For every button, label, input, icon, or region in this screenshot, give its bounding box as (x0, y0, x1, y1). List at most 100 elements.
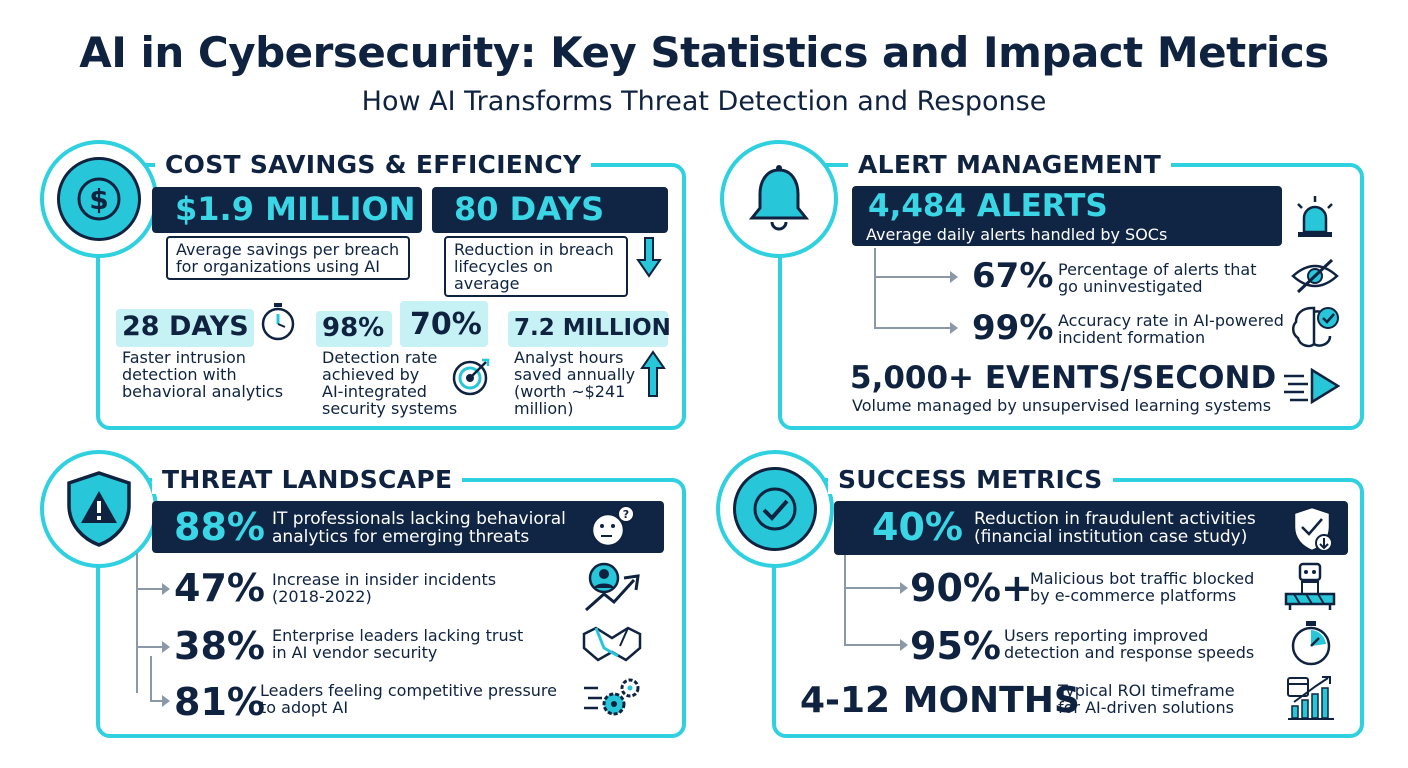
analyst-hours-desc: Analyst hours saved annually (worth ~$24… (514, 349, 635, 417)
desc-line: Faster intrusion (122, 348, 246, 367)
desc-line: go uninvestigated (1058, 277, 1203, 296)
threat-branch (150, 695, 170, 707)
page-title: AI in Cybersecurity: Key Statistics and … (79, 28, 1329, 77)
detection-days-value: 28 DAYS (122, 311, 249, 342)
desc-line: Typical ROI timeframe (1058, 681, 1235, 700)
threat-tree-line (136, 553, 138, 693)
detection-days-desc: Faster intrusion detection with behavior… (122, 349, 283, 400)
alerts-bar (852, 186, 1282, 246)
desc-line: behavioral analytics (122, 382, 284, 401)
threat-88-bar (152, 501, 664, 553)
alerts-branch (874, 322, 958, 334)
desc-line: by e-commerce platforms (1030, 586, 1237, 605)
bot-traffic-value: 90%+ (910, 566, 1033, 610)
stopwatch-speed-icon (1291, 621, 1331, 666)
arrow-down-icon (636, 237, 662, 278)
days-desc-box: Reduction in breach lifecycles on averag… (444, 236, 628, 297)
desc-line: (financial institution case study) (974, 527, 1248, 547)
robot-blocked-icon (1284, 562, 1336, 610)
desc-line: (worth ~$241 (514, 382, 626, 401)
detection-rate-value: 98% (322, 313, 385, 343)
alerts-tree-line (874, 248, 876, 328)
threat-section-heading: THREAT LANDSCAPE (152, 465, 463, 494)
fraud-reduction-value: 40% (872, 505, 963, 549)
alert-section-heading: ALERT MANAGEMENT (848, 150, 1172, 179)
analyst-hours-value: 7.2 MILLION (514, 315, 671, 341)
alert-icon-badge (720, 140, 838, 258)
desc-line: Reduction in fraudulent activities (974, 509, 1256, 529)
threat-icon-badge (40, 450, 158, 568)
response-speed-desc: Users reporting improved detection and r… (1004, 627, 1254, 661)
desc-line: incident formation (1058, 328, 1206, 347)
savings-desc-box: Average savings per breach for organizat… (166, 236, 410, 280)
cost-icon-badge: $ (40, 140, 158, 258)
success-section-heading: SUCCESS METRICS (828, 465, 1113, 494)
desc-line: detection with (122, 365, 237, 384)
alerts-desc: Average daily alerts handled by SOCs (866, 225, 1168, 244)
stat-highlight (316, 311, 392, 347)
cost-section-heading: COST SAVINGS & EFFICIENCY (155, 150, 592, 179)
shield-warning-icon (67, 471, 131, 547)
detection-rate-desc: Detection rate achieved by AI-integrated… (322, 349, 457, 417)
pressure-value: 81% (174, 680, 265, 724)
desc-line: IT professionals lacking behavioral (272, 509, 566, 529)
desc-line: achieved by (322, 365, 420, 384)
behavioral-gap-value: 88% (174, 505, 265, 549)
desc-line: Users reporting improved (1004, 626, 1209, 645)
svg-text:?: ? (623, 508, 629, 521)
days-reduction-bar (432, 187, 668, 233)
roi-desc: Typical ROI timeframe for AI-driven solu… (1058, 682, 1235, 716)
desc-line: Detection rate (322, 348, 438, 367)
threat-branch (136, 583, 170, 595)
alerts-branch (874, 271, 958, 283)
fraud-bar (834, 501, 1348, 555)
desc-line: Percentage of alerts that (1058, 260, 1257, 279)
savings-desc-line: for organizations using AI (176, 257, 380, 276)
insider-desc: Increase in insider incidents (2018-2022… (272, 571, 496, 605)
desc-line: Leaders feeling competitive pressure (260, 681, 557, 700)
success-branch (844, 639, 908, 651)
target-icon (452, 358, 490, 396)
thinking-face-icon: ? (590, 505, 635, 548)
response-speed-value: 95% (910, 624, 1001, 668)
svg-text:$: $ (89, 183, 108, 216)
desc-line: saved annually (514, 365, 636, 384)
desc-line: analytics for emerging threats (272, 527, 530, 547)
stat-highlight (508, 311, 668, 347)
events-desc: Volume managed by unsupervised learning … (852, 396, 1272, 415)
fraud-reduction-desc: Reduction in fraudulent activities (fina… (974, 510, 1256, 546)
desc-line: Analyst hours (514, 348, 624, 367)
dollar-icon: $ (77, 177, 121, 221)
desc-line: security systems (322, 399, 458, 418)
days-desc-line: Reduction in breach (454, 240, 614, 259)
success-icon-badge (716, 450, 834, 568)
user-trend-up-icon (585, 562, 640, 612)
days-desc-line: lifecycles on average (454, 257, 554, 293)
desc-line: Enterprise leaders lacking trust (272, 626, 524, 645)
desc-line: in AI vendor security (272, 643, 438, 662)
success-tree-line (844, 555, 846, 645)
events-value: 5,000+ EVENTS/SECOND (850, 360, 1277, 396)
savings-desc-line: Average savings per breach (176, 240, 400, 259)
page-subtitle: How AI Transforms Threat Detection and R… (361, 86, 1047, 117)
desc-line: AI-integrated (322, 382, 427, 401)
handshake-icon (582, 626, 642, 662)
threat-branch (136, 641, 170, 653)
desc-line: to adopt AI (260, 698, 349, 717)
bell-icon (748, 165, 810, 231)
desc-line: Malicious bot traffic blocked (1030, 569, 1255, 588)
desc-line: Accuracy rate in AI-powered (1058, 311, 1284, 330)
roi-value: 4-12 MONTHS (800, 680, 1080, 721)
stopwatch-icon (261, 303, 295, 341)
calendar-chart-icon (1287, 676, 1334, 720)
accuracy-desc: Accuracy rate in AI-powered incident for… (1058, 312, 1284, 346)
stat-highlight (116, 309, 254, 347)
shield-download-icon (1292, 505, 1333, 553)
desc-line: detection and response speeds (1004, 643, 1255, 662)
savings-value: $1.9 MILLION (175, 190, 416, 228)
desc-line: million) (514, 399, 574, 418)
uninvestigated-desc: Percentage of alerts that go uninvestiga… (1058, 261, 1256, 295)
stat-highlight (400, 301, 488, 347)
insider-value: 47% (174, 566, 265, 610)
trust-desc: Enterprise leaders lacking trust in AI v… (272, 627, 523, 661)
